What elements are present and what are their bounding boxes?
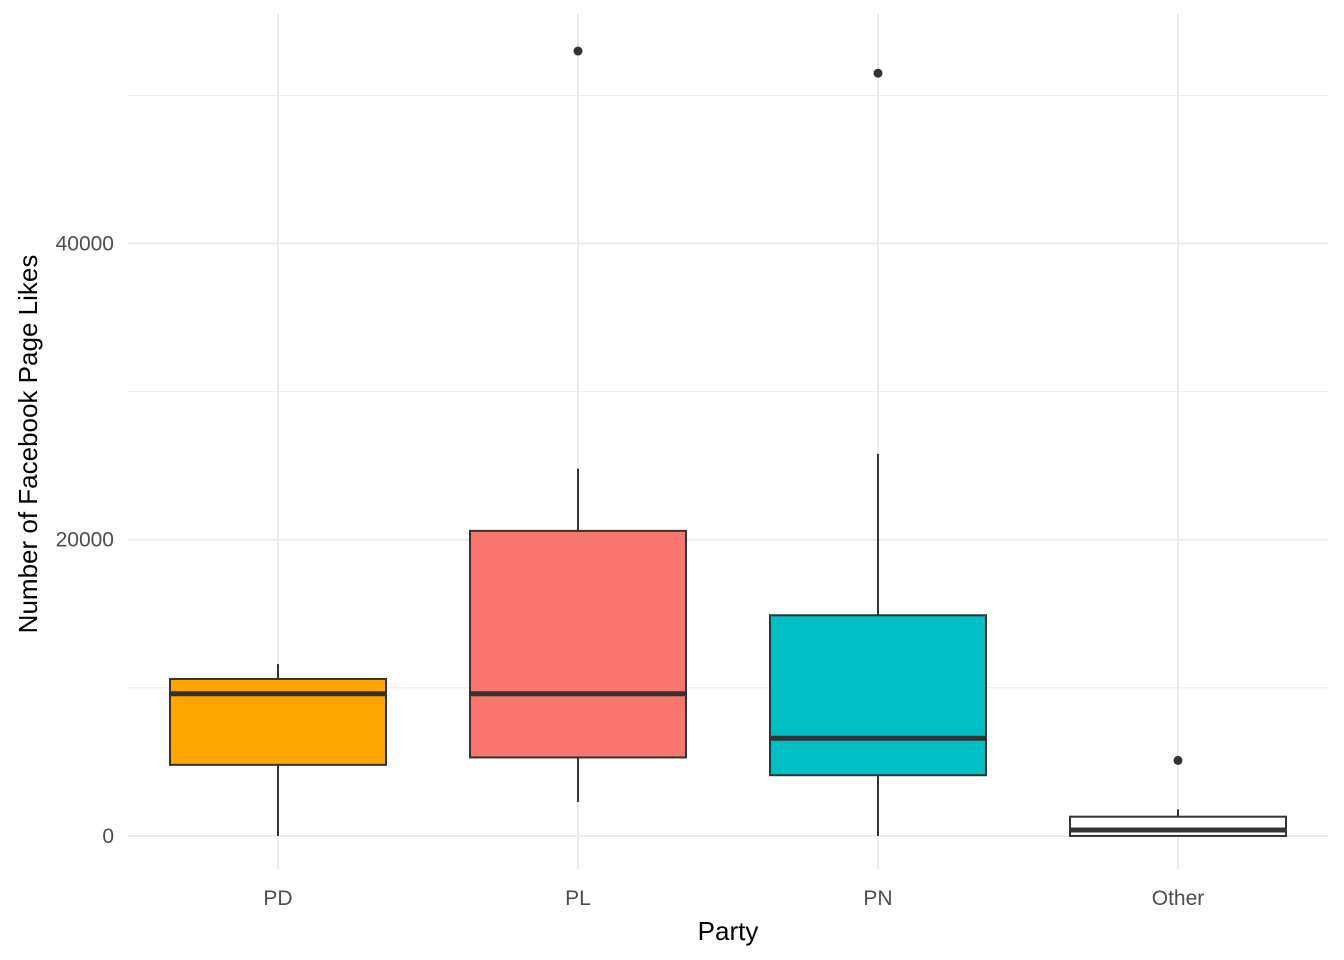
boxes — [169, 46, 1287, 837]
y-tick-label: 0 — [102, 825, 114, 848]
box-other — [1069, 815, 1287, 837]
x-tick-label: Other — [1152, 887, 1205, 910]
y-axis-title: Number of Facebook Page Likes — [13, 255, 43, 634]
grid — [128, 14, 1328, 870]
outlier-point — [1173, 755, 1183, 765]
outlier-point — [573, 46, 583, 56]
box-pn — [769, 614, 987, 777]
y-tick-label: 20000 — [56, 529, 114, 552]
x-tick-label: PL — [565, 887, 591, 910]
outlier-point — [873, 68, 883, 78]
axes: 0 20000 40000 PD PL PN Other — [56, 233, 1205, 910]
x-tick-label: PD — [263, 887, 292, 910]
x-axis-title: Party — [698, 916, 759, 946]
x-tick-label: PN — [863, 887, 892, 910]
box-pl — [469, 529, 687, 759]
y-tick-label: 40000 — [56, 233, 114, 256]
